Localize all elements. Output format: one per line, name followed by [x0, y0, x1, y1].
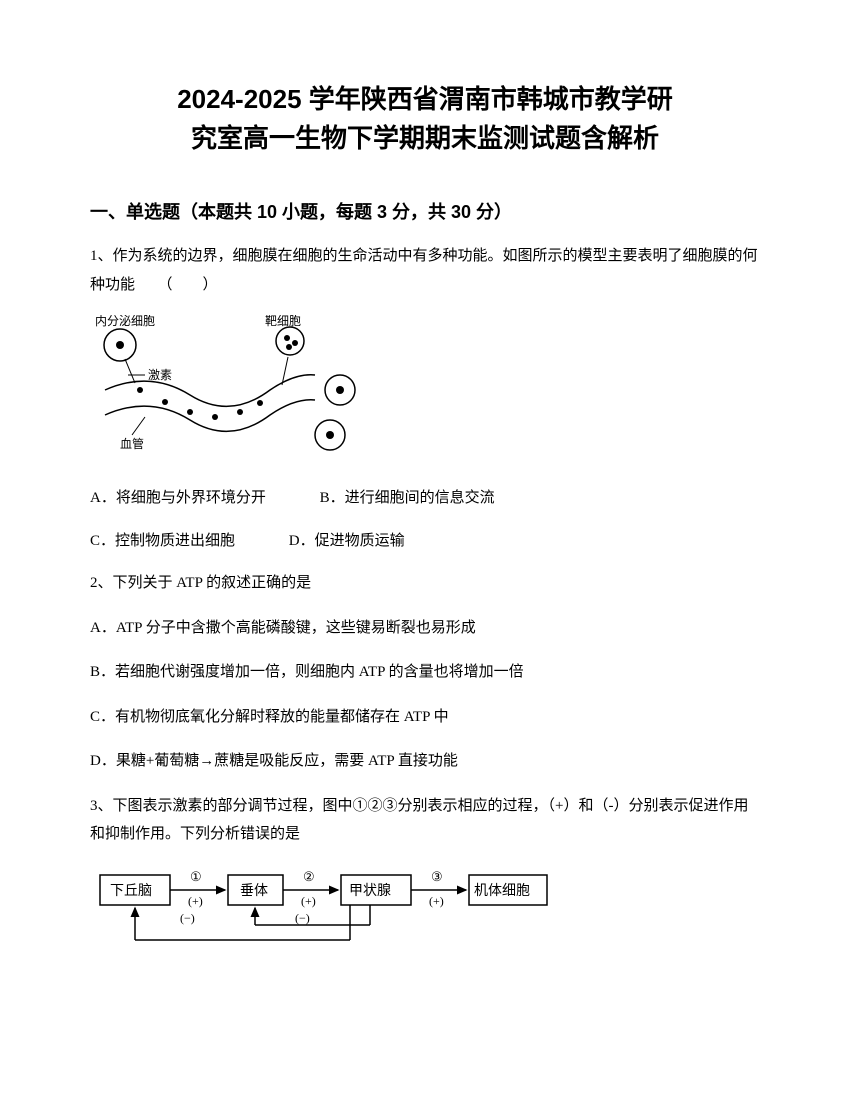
section-header: 一、单选题（本题共 10 小题，每题 3 分，共 30 分） [90, 198, 760, 224]
q1-options-row2: C．控制物质进出细胞 D．促进物质运输 [90, 527, 760, 556]
arrow3-label: ③ [431, 869, 443, 884]
label-target: 靶细胞 [265, 315, 301, 328]
q1-diagram: 内分泌细胞 靶细胞 激素 血管 [90, 315, 760, 470]
title-line2: 究室高一生物下学期期末监测试题含解析 [90, 119, 760, 158]
flow-box4: 机体细胞 [474, 883, 530, 899]
arrow1-sign: (+) [188, 894, 203, 908]
q1-options-row1: A．将细胞与外界环境分开 B．进行细胞间的信息交流 [90, 484, 760, 513]
page-title: 2024-2025 学年陕西省渭南市韩城市教学研 究室高一生物下学期期末监测试题… [90, 80, 760, 158]
label-endocrine: 内分泌细胞 [95, 315, 155, 328]
label-hormone: 激素 [148, 368, 172, 382]
title-line1: 2024-2025 学年陕西省渭南市韩城市教学研 [90, 80, 760, 119]
arrow1-label: ① [190, 869, 202, 884]
q2-opt-a: A．ATP 分子中含撒个高能磷酸键，这些键易断裂也易形成 [90, 614, 760, 643]
arrow2-label: ② [303, 869, 315, 884]
arrow2-sign: (+) [301, 894, 316, 908]
q1-opt-b: B．进行细胞间的信息交流 [320, 484, 495, 513]
q1-opt-c: C．控制物质进出细胞 [90, 527, 235, 556]
flow-box2: 垂体 [240, 883, 268, 899]
q2-opt-b: B．若细胞代谢强度增加一倍，则细胞内 ATP 的含量也将增加一倍 [90, 658, 760, 687]
feedback1-sign: (−) [295, 911, 310, 925]
flow-box1: 下丘脑 [110, 883, 152, 899]
label-vessel: 血管 [120, 436, 144, 451]
flow-box3: 甲状腺 [349, 883, 391, 899]
q2-opt-d: D．果糖+葡萄糖→蔗糖是吸能反应，需要 ATP 直接功能 [90, 747, 760, 776]
q1-opt-a: A．将细胞与外界环境分开 [90, 484, 266, 513]
question-1-text: 1、作为系统的边界，细胞膜在细胞的生命活动中有多种功能。如图所示的模型主要表明了… [90, 242, 760, 299]
arrow3-sign: (+) [429, 894, 444, 908]
q1-opt-d: D．促进物质运输 [289, 527, 405, 556]
q2-opt-c: C．有机物彻底氧化分解时释放的能量都储存在 ATP 中 [90, 703, 760, 732]
feedback2-sign: (−) [180, 911, 195, 925]
q3-diagram: 下丘脑 ① (+) 垂体 ② (+) 甲状腺 ③ (+) 机体细胞 (−) (−… [90, 865, 760, 960]
question-3-text: 3、下图表示激素的部分调节过程，图中①②③分别表示相应的过程，（+）和（-）分别… [90, 792, 760, 849]
question-2-text: 2、下列关于 ATP 的叙述正确的是 [90, 569, 760, 598]
